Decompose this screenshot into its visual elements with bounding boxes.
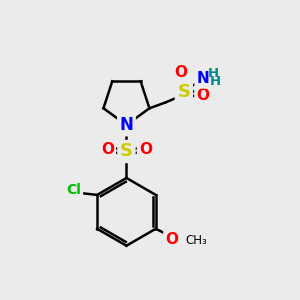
Text: N: N [119, 116, 134, 134]
Text: H: H [210, 75, 221, 88]
Text: N: N [196, 71, 209, 86]
Text: Cl: Cl [66, 184, 81, 197]
Text: S: S [120, 142, 133, 160]
Text: O: O [174, 65, 188, 80]
Text: CH₃: CH₃ [185, 234, 207, 247]
Text: O: O [166, 232, 178, 247]
Text: O: O [139, 142, 152, 158]
Text: S: S [177, 83, 190, 101]
Text: O: O [101, 142, 114, 158]
Text: H: H [208, 67, 219, 80]
Text: O: O [196, 88, 209, 103]
